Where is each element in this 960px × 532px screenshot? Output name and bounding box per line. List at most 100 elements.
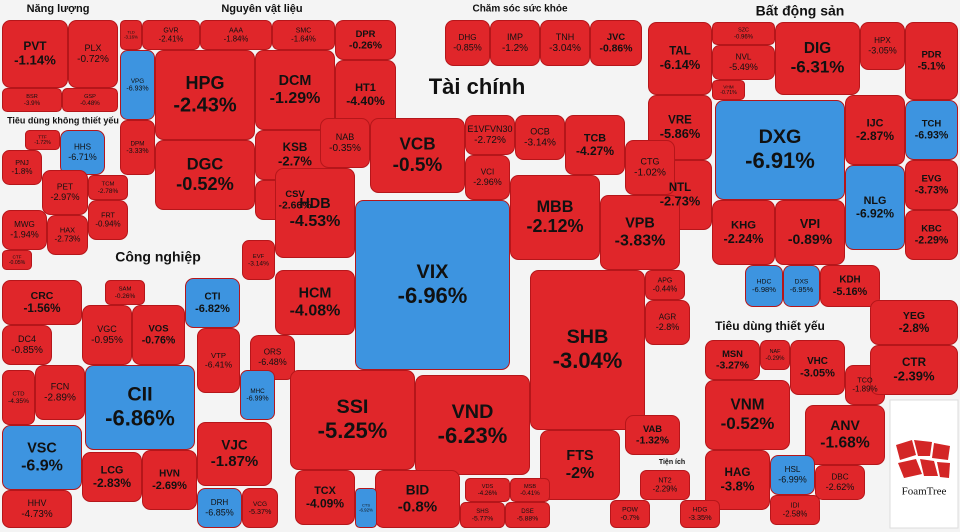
change: -1.72%: [34, 140, 51, 146]
change: -2.73%: [55, 235, 81, 244]
ticker: CII: [127, 384, 152, 406]
change: -2.24%: [724, 232, 764, 246]
change: -5.1%: [918, 61, 946, 73]
logo-shape: [937, 462, 950, 478]
cell: [2, 370, 35, 425]
ticker: TAL: [669, 45, 691, 57]
change: -2.41%: [159, 34, 184, 43]
change: -3.14%: [248, 260, 269, 267]
ticker: NT2: [658, 478, 671, 485]
change: -2.8%: [656, 322, 680, 332]
ticker: VTP: [211, 351, 226, 360]
ticker: SMC: [296, 28, 312, 35]
change: -1.84%: [224, 34, 249, 43]
ticker: AGR: [659, 313, 677, 322]
cell: [815, 465, 865, 500]
cell: [82, 305, 132, 365]
cell: [295, 470, 355, 525]
cell: [2, 20, 68, 88]
cell: [2, 280, 82, 325]
ticker: VGC: [97, 324, 117, 334]
cell: [712, 22, 775, 45]
ticker: HDC: [757, 279, 772, 286]
ticker: VRE: [668, 114, 692, 126]
change: -4.35%: [8, 398, 29, 405]
group-title: Tiêu dùng thiết yếu: [715, 319, 825, 333]
change: -2.29%: [653, 484, 678, 493]
cell: [255, 50, 335, 130]
ticker: CTG: [641, 156, 660, 166]
cell: [590, 20, 642, 66]
ticker: DSE: [521, 508, 534, 515]
cell: [905, 22, 958, 100]
ticker: E1VFVN30: [467, 124, 512, 134]
cell: [2, 210, 47, 250]
change: -2.62%: [826, 482, 855, 492]
change: -1.89%: [852, 385, 877, 394]
cell: [242, 488, 278, 528]
ticker: LCG: [101, 464, 124, 476]
cell: [88, 200, 128, 240]
ticker: VDS: [482, 484, 494, 490]
change: -2.66%: [279, 200, 312, 211]
change: -1.2%: [502, 43, 528, 54]
change: -2.78%: [98, 188, 119, 195]
ticker: DPM: [131, 140, 145, 147]
change: -0.52%: [176, 174, 234, 194]
ticker: DXS: [795, 279, 809, 286]
ticker: TCX: [314, 485, 336, 497]
change: -2.7%: [278, 154, 312, 169]
change: -5.25%: [318, 418, 388, 443]
ticker: DCM: [279, 73, 312, 89]
cell: [715, 100, 845, 200]
group-title: Công nghiệp: [115, 249, 201, 265]
change: -0.26%: [115, 293, 136, 300]
ticker: HT1: [355, 82, 376, 94]
change: -6.31%: [791, 57, 845, 76]
ticker: VNM: [731, 397, 765, 414]
cell: [540, 20, 590, 66]
ticker: TNH: [556, 32, 575, 42]
cell: [82, 452, 142, 502]
change: -2.83%: [93, 476, 131, 490]
change: -6.91%: [745, 148, 815, 173]
change: -0.86%: [600, 43, 633, 54]
ticker: NAF: [770, 349, 781, 355]
cell: [88, 175, 128, 200]
cell: [242, 240, 275, 280]
change: -2.72%: [474, 135, 506, 146]
ticker: CTS: [362, 503, 370, 508]
group-title: Tiện ích: [659, 459, 685, 466]
change: -0.26%: [349, 40, 382, 51]
ticker: VJC: [221, 437, 248, 452]
cell: [645, 270, 685, 300]
cell: [905, 210, 958, 260]
ticker: CSV: [285, 188, 305, 199]
ticker: PVT: [23, 39, 47, 53]
change: -2.69%: [152, 480, 187, 492]
change: -0.44%: [653, 284, 678, 293]
cell: [705, 450, 770, 510]
labels: Năng lượngPVT-1.14%PLX-0.72%BSR-3.9%GSP-…: [7, 3, 949, 523]
change: -4.09%: [306, 496, 344, 510]
cell: [905, 100, 958, 160]
change: -0.94%: [95, 220, 120, 229]
change: -5.16%: [833, 286, 868, 298]
change: -6.99%: [246, 396, 268, 403]
cell: [530, 270, 645, 430]
ticker: DIG: [804, 40, 831, 57]
ticker: EVF: [253, 254, 265, 260]
change: -0.71%: [720, 90, 737, 96]
cell: [35, 365, 85, 420]
ticker: HAX: [60, 225, 75, 234]
change: -3.35%: [688, 513, 712, 522]
cells: [2, 20, 958, 528]
ticker: DC4: [18, 334, 36, 344]
ticker: PNJ: [15, 158, 29, 167]
ticker: FCN: [51, 381, 70, 391]
ticker: APG: [658, 278, 673, 285]
change: -3.05%: [800, 367, 835, 379]
cell: [142, 20, 200, 50]
ticker: NVL: [736, 53, 752, 62]
